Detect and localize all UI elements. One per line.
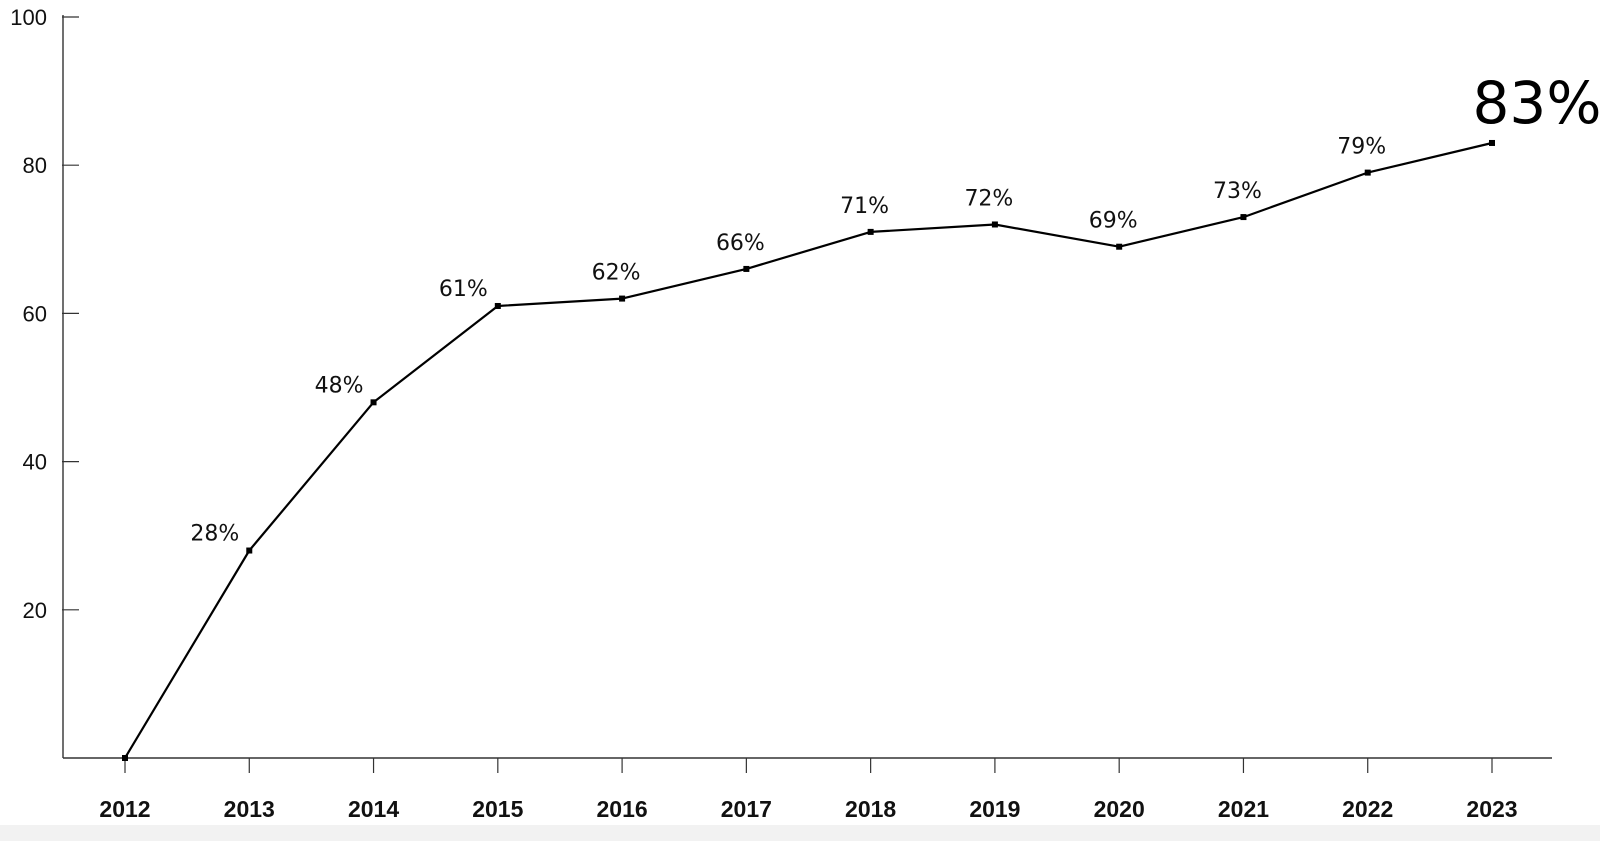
y-tick-label: 20 xyxy=(23,598,47,623)
data-point xyxy=(867,228,874,235)
x-tick-label: 2015 xyxy=(472,796,523,822)
data-point xyxy=(1116,243,1123,250)
data-label: 28% xyxy=(190,522,239,547)
data-point xyxy=(991,221,998,228)
data-point xyxy=(494,302,501,309)
data-point xyxy=(1240,214,1247,221)
x-tick-label: 2014 xyxy=(348,796,399,822)
data-label: 79% xyxy=(1337,135,1386,160)
data-label: 48% xyxy=(315,373,364,398)
data-point xyxy=(619,295,626,302)
data-label-highlight: 83% xyxy=(1473,69,1600,137)
data-point xyxy=(122,755,128,761)
data-labels: 28% 48% 61% 62% 66% 71% 72% 69% 73% 79% 83% xyxy=(190,69,1600,547)
data-label: 71% xyxy=(840,194,889,219)
data-label: 66% xyxy=(716,231,765,256)
x-tick-label: 2013 xyxy=(224,796,275,822)
x-tick-label: 2018 xyxy=(845,796,896,822)
data-label: 62% xyxy=(592,261,641,286)
data-label: 61% xyxy=(439,277,488,302)
x-tick-label: 2017 xyxy=(721,796,772,822)
data-point xyxy=(246,547,253,554)
x-tick-label: 2023 xyxy=(1466,796,1517,822)
x-tick-label: 2012 xyxy=(99,796,150,822)
data-point xyxy=(1364,169,1371,176)
series-line xyxy=(124,141,1493,759)
x-tick-label: 2016 xyxy=(597,796,648,822)
series-group xyxy=(122,139,1495,761)
y-tick-label: 80 xyxy=(23,153,47,178)
x-tick-label: 2019 xyxy=(969,796,1020,822)
x-tick-label: 2021 xyxy=(1218,796,1269,822)
data-label: 73% xyxy=(1213,179,1262,204)
y-tick-label: 40 xyxy=(23,450,47,475)
x-tick-label: 2022 xyxy=(1342,796,1393,822)
data-label: 69% xyxy=(1089,209,1138,234)
y-axis-ticks: 20 40 60 80 100 xyxy=(10,5,79,623)
x-tick-label: 2020 xyxy=(1094,796,1145,822)
chart-axes xyxy=(62,15,1552,759)
data-label: 72% xyxy=(964,187,1013,212)
footer-strip xyxy=(0,825,1600,841)
x-axis-ticks: 2012 2013 2014 2015 2016 2017 2018 2019 2020 2021… xyxy=(99,758,1518,822)
data-point xyxy=(370,399,377,406)
data-point xyxy=(743,265,750,272)
y-tick-label: 100 xyxy=(10,5,47,30)
y-tick-label: 60 xyxy=(23,301,47,326)
data-point xyxy=(1489,139,1495,146)
